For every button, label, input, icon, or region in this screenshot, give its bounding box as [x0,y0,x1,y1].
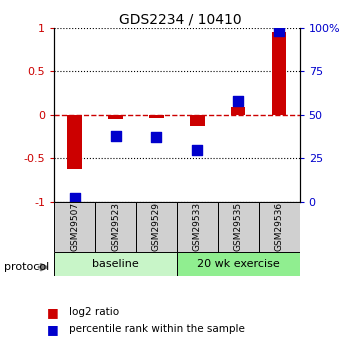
Text: GDS2234 / 10410: GDS2234 / 10410 [119,12,242,26]
Text: percentile rank within the sample: percentile rank within the sample [69,325,244,334]
Bar [108,115,123,119]
Text: ■: ■ [47,323,63,336]
Bar [149,115,164,118]
Text: GSM29536: GSM29536 [275,202,284,252]
Text: log2 ratio: log2 ratio [69,307,119,317]
Bar [177,202,218,252]
Bar [136,202,177,252]
Point [235,98,241,104]
Bar [218,202,259,252]
Text: GSM29533: GSM29533 [193,202,202,252]
Bar [177,252,300,276]
Text: GSM29507: GSM29507 [70,202,79,252]
Point [195,147,200,152]
Text: 20 wk exercise: 20 wk exercise [197,259,280,269]
Point [113,133,118,138]
Text: baseline: baseline [92,259,139,269]
Bar [54,252,177,276]
Bar [68,115,82,169]
Bar [95,202,136,252]
Point [72,196,78,201]
Bar [272,32,286,115]
Text: GSM29529: GSM29529 [152,202,161,252]
Text: GSM29535: GSM29535 [234,202,243,252]
Text: protocol: protocol [4,263,49,272]
Bar [54,202,95,252]
Bar [259,202,300,252]
Bar [190,115,205,126]
Text: ■: ■ [47,306,63,319]
Bar [231,107,245,115]
Point [276,28,282,34]
Text: GSM29523: GSM29523 [111,202,120,252]
Point [153,135,159,140]
